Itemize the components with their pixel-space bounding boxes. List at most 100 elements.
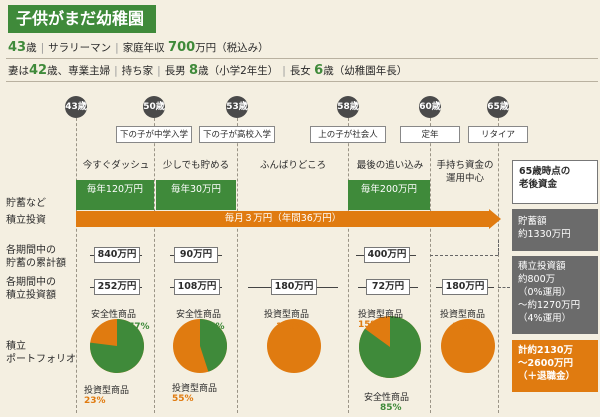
house: 持ち家 [121, 65, 154, 77]
row-label-cum-invest: 各期間中の積立投資額 [6, 276, 56, 302]
son-age-number: 8 [189, 63, 199, 78]
age-marker: 65歳 [487, 96, 509, 118]
side-heading-line: 老後資金 [519, 179, 558, 190]
son-label: 長男 [164, 65, 186, 77]
pie-chart [359, 316, 421, 378]
timeline-line [154, 113, 155, 413]
side-line: （4%運用） [518, 313, 572, 324]
age-marker: 58歳 [337, 96, 359, 118]
pie-safe-label: 安全性商品 [364, 393, 410, 403]
event-box: 定年 [400, 126, 460, 143]
savings-bar: 毎年200万円 [348, 180, 430, 210]
cum-invest-value: 108万円 [174, 279, 220, 295]
separator: | [115, 42, 119, 54]
invest-bar-arrowhead [489, 209, 501, 229]
age-marker: 53歳 [226, 96, 248, 118]
page-title: 子供がまだ幼稚園 [8, 5, 156, 33]
separator: | [114, 65, 118, 77]
timeline-line [348, 113, 349, 413]
phase-label: 運用中心 [445, 173, 484, 184]
pie-risk-label: 投資型商品 [440, 310, 486, 320]
side-line: 積立投資額 [518, 261, 566, 272]
separator: | [282, 65, 286, 77]
side-line: （0%運用） [518, 287, 572, 298]
cum-savings-value: 400万円 [364, 247, 410, 263]
age-marker: 50歳 [143, 96, 165, 118]
timeline-line [76, 113, 77, 413]
cum-invest-value: 180万円 [442, 279, 488, 295]
event-box: 上の子が社会人 [310, 126, 386, 143]
side-line: 貯蓄額 [518, 216, 547, 227]
daughter-label: 長女 [289, 65, 311, 77]
pie-safe-pct: 77% [128, 322, 150, 332]
phase-label: 最後の追い込み [356, 160, 424, 171]
pie-safe-label: 安全性商品 [91, 310, 137, 320]
cum-invest-value: 180万円 [271, 279, 317, 295]
connector-line [430, 255, 498, 256]
profile-line-1: 43歳 | サラリーマン | 家庭年収 700万円（税込み） [8, 40, 269, 55]
separator: | [157, 65, 161, 77]
pie-risk-pct: 100% [276, 322, 304, 332]
pie-risk-pct: 55% [172, 394, 194, 404]
row-label-invest: 積立投資 [6, 215, 46, 226]
phase-label: 少しでも貯める [162, 160, 230, 171]
cum-invest-value: 252万円 [94, 279, 140, 295]
connector-line [498, 240, 499, 255]
pie-risk-label: 投資型商品 [358, 310, 404, 320]
pie-chart [267, 319, 321, 373]
divider [6, 58, 598, 59]
pie-safe-label: 安全性商品 [176, 310, 222, 320]
age-marker: 43歳 [65, 96, 87, 118]
row-label-line: 積立 [6, 341, 26, 352]
daughter-age-number: 6 [314, 63, 324, 78]
age-unit: 歳 [26, 42, 37, 54]
divider [6, 81, 598, 82]
timeline-line [237, 113, 238, 413]
pie-risk-pct: 15% [358, 320, 380, 330]
cum-invest-value: 72万円 [366, 279, 410, 295]
son-suffix: 歳（小学2年生） [198, 65, 279, 77]
side-line: 約1330万円 [518, 229, 571, 240]
side-heading-box: 65歳時点の 老後資金 [512, 160, 598, 204]
wife-suffix: 歳、専業主婦 [47, 65, 111, 77]
wife-prefix: 妻は [8, 65, 29, 77]
row-label-cum-savings: 各期間中の貯蓄の累計額 [6, 244, 66, 270]
cum-savings-value: 840万円 [94, 247, 140, 263]
side-line: （＋退職金） [518, 371, 576, 382]
savings-bar: 毎年120万円 [76, 180, 154, 210]
row-label-line: 各期間中の [6, 277, 56, 288]
connector-line [498, 287, 510, 288]
side-savings-box: 貯蓄額約1330万円 [512, 209, 598, 251]
pie-slice-safe [90, 319, 144, 373]
savings-bar: 毎年30万円 [156, 180, 236, 210]
side-line: 約800万 [518, 274, 556, 285]
pie-slice-safe [359, 316, 421, 378]
pie-risk-label: 投資型商品 [264, 310, 310, 320]
side-line: ～2600万円 [518, 358, 573, 369]
phase-label: ふんばりどころ [259, 160, 327, 171]
side-line: ～約1270万円 [518, 300, 581, 311]
pie-chart [90, 319, 144, 373]
separator: | [40, 42, 45, 54]
age-number: 43 [8, 40, 27, 55]
pie-slice-risk [267, 319, 321, 373]
pie-slice-risk [441, 319, 495, 373]
row-label-portfolio: 積立 ポートフォリオ [6, 340, 76, 366]
row-label-line: 積立投資額 [6, 290, 56, 301]
income-label: 家庭年収 [122, 42, 165, 54]
cum-savings-value: 90万円 [174, 247, 218, 263]
pie-risk-pct: 100% [452, 322, 480, 332]
side-line: 計約2130万 [518, 345, 573, 356]
pie-risk-label: 投資型商品 [172, 384, 218, 394]
pie-safe-pct: 45% [203, 322, 225, 332]
event-box: リタイア [468, 126, 528, 143]
phase-label: 今すぐダッシュ [82, 160, 150, 171]
row-label-line: 貯蓄の累計額 [6, 258, 66, 269]
row-label-line: 各期間中の [6, 245, 56, 256]
phase-label: 手持ち資金の [436, 160, 494, 171]
pie-chart [441, 319, 495, 373]
daughter-suffix: 歳（幼稚園年長） [323, 65, 408, 77]
income-number: 700 [168, 40, 196, 55]
event-box: 下の子が中学入学 [116, 126, 192, 143]
side-invest-box: 積立投資額約800万 （0%運用） ～約1270万円 （4%運用） [512, 256, 598, 334]
